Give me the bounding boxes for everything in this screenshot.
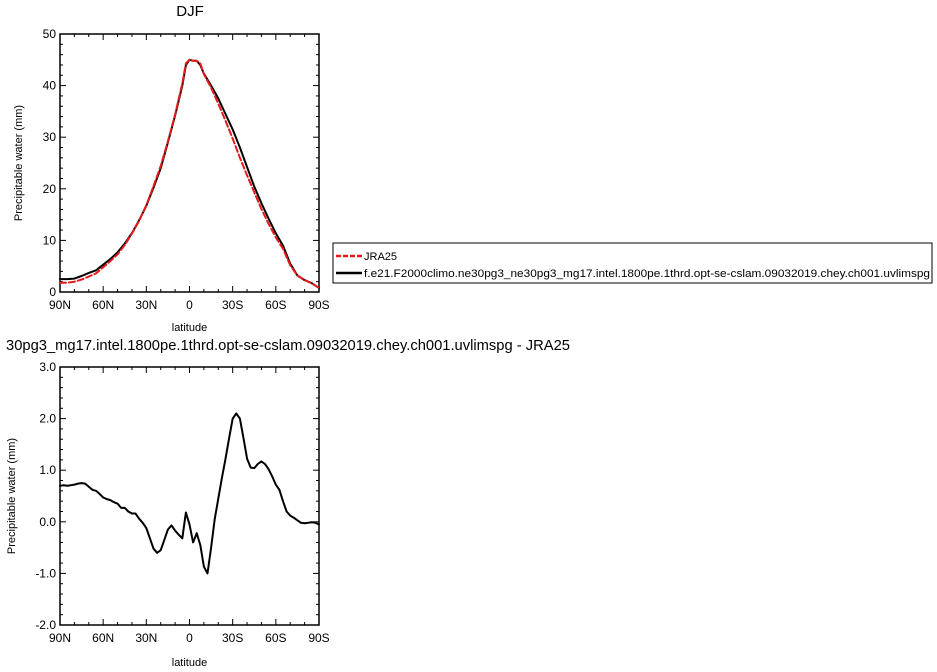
y-tick-label: 30 [43, 130, 57, 144]
bottom-chart-series [59, 412, 320, 575]
top-series-line-2 [59, 58, 320, 289]
x-tick-label: 30N [135, 631, 157, 645]
bottom-chart-title: 30pg3_mg17.intel.1800pe.1thrd.opt-se-csl… [6, 337, 570, 354]
x-tick-label: 60S [265, 631, 286, 645]
legend: JRA25 f.e21.F2000climo.ne30pg3_ne30pg3_m… [332, 242, 933, 284]
x-tick-label: 60N [92, 631, 114, 645]
y-tick-label: 40 [43, 79, 57, 93]
y-tick-label: 2.0 [39, 412, 56, 426]
x-tick-label: 60N [92, 298, 114, 312]
bottom-chart: 30pg3_mg17.intel.1800pe.1thrd.opt-se-csl… [6, 337, 570, 669]
y-tick-label: 1.0 [39, 463, 56, 477]
x-tick-label: 30S [222, 298, 243, 312]
top-chart: DJF 90N 60N 30N 0 30S 60S 90S 0 10 20 30 40 50 latit… [13, 3, 330, 334]
y-tick-label: 20 [43, 182, 57, 196]
top-chart-series [59, 58, 320, 289]
x-tick-label: 90S [308, 298, 329, 312]
y-tick-label: 10 [43, 233, 57, 247]
x-tick-label: 0 [186, 298, 193, 312]
top-chart-title: DJF [176, 3, 204, 20]
bottom-chart-xlabel: latitude [172, 657, 207, 669]
bottom-plot-frame [59, 366, 320, 626]
top-series-line-1 [59, 58, 320, 289]
legend-label-model: f.e21.F2000climo.ne30pg3_ne30pg3_mg17.in… [364, 268, 930, 280]
x-tick-label: 90N [49, 631, 71, 645]
y-tick-label: 0 [49, 285, 56, 299]
top-chart-xlabel: latitude [172, 322, 207, 334]
legend-label-jra25: JRA25 [364, 251, 397, 263]
x-tick-label: 30N [135, 298, 157, 312]
x-tick-label: 90N [49, 298, 71, 312]
y-tick-label: 0.0 [39, 515, 56, 529]
bottom-chart-ylabel: Precipitable water (mm) [6, 438, 18, 554]
top-plot-frame [59, 33, 320, 293]
top-chart-ylabel: Precipitable water (mm) [13, 105, 25, 221]
y-tick-label: -2.0 [35, 618, 56, 632]
legend-box [332, 242, 933, 284]
bottom-series-line-1 [59, 412, 320, 575]
y-tick-label: 50 [43, 27, 57, 41]
top-chart-ticks: 90N 60N 30N 0 30S 60S 90S 0 10 20 30 40 50 [43, 27, 330, 312]
y-tick-label: -1.0 [35, 566, 56, 580]
x-tick-label: 0 [186, 631, 193, 645]
y-tick-label: 3.0 [39, 360, 56, 374]
x-tick-label: 30S [222, 631, 243, 645]
bottom-chart-ticks: 90N 60N 30N 0 30S 60S 90S -2.0 -1.0 0.0 1.0 2.0 3.0 [35, 360, 329, 645]
x-tick-label: 60S [265, 298, 286, 312]
x-tick-label: 90S [308, 631, 329, 645]
